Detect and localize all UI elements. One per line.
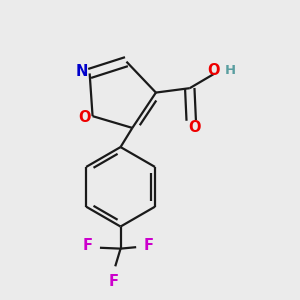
Text: F: F — [82, 238, 92, 253]
Text: H: H — [224, 64, 236, 77]
Text: O: O — [78, 110, 91, 125]
Text: F: F — [144, 238, 154, 253]
Text: O: O — [207, 63, 220, 78]
Text: O: O — [188, 120, 200, 135]
Text: N: N — [75, 64, 88, 80]
Text: F: F — [109, 274, 119, 289]
